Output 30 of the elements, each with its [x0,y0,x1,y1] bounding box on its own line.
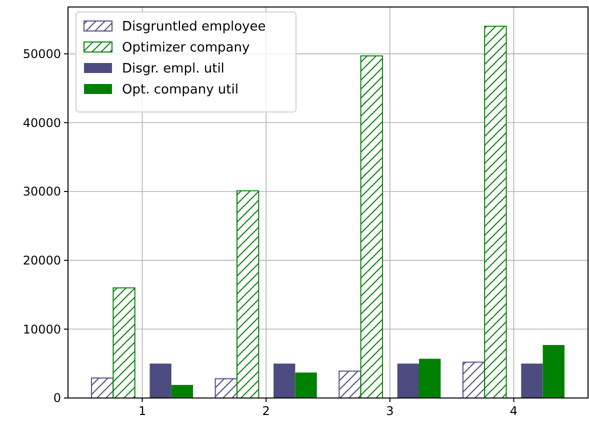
bar [236,190,260,398]
x-tick-label: 3 [386,404,394,418]
bar [274,364,296,398]
bar [419,358,441,398]
y-tick-label: 10000 [22,322,61,336]
bar [214,378,238,398]
bar [462,362,486,398]
y-tick-label: 50000 [22,47,61,62]
bar [397,364,419,398]
x-tick-label: 1 [138,404,146,418]
bar [542,344,564,398]
bar [112,287,136,398]
y-tick-label: 30000 [22,184,61,199]
bar [295,372,317,398]
x-tick-label: 2 [262,404,270,418]
bar [521,364,543,398]
x-tick-label: 4 [510,404,518,418]
legend-label: Opt. company util [122,82,238,98]
legend-label: Disgr. empl. util [122,62,224,77]
bar [338,370,362,398]
bar [171,384,194,398]
y-tick-label: 20000 [22,254,61,268]
bar [91,378,114,398]
bar [484,26,507,398]
legend-label: Optimizer company [122,40,250,56]
bar [360,55,383,398]
bar [150,364,172,398]
legend-label: Disgruntled employee [122,20,266,35]
y-tick-label: 0 [53,391,61,406]
y-tick-label: 40000 [22,116,61,130]
